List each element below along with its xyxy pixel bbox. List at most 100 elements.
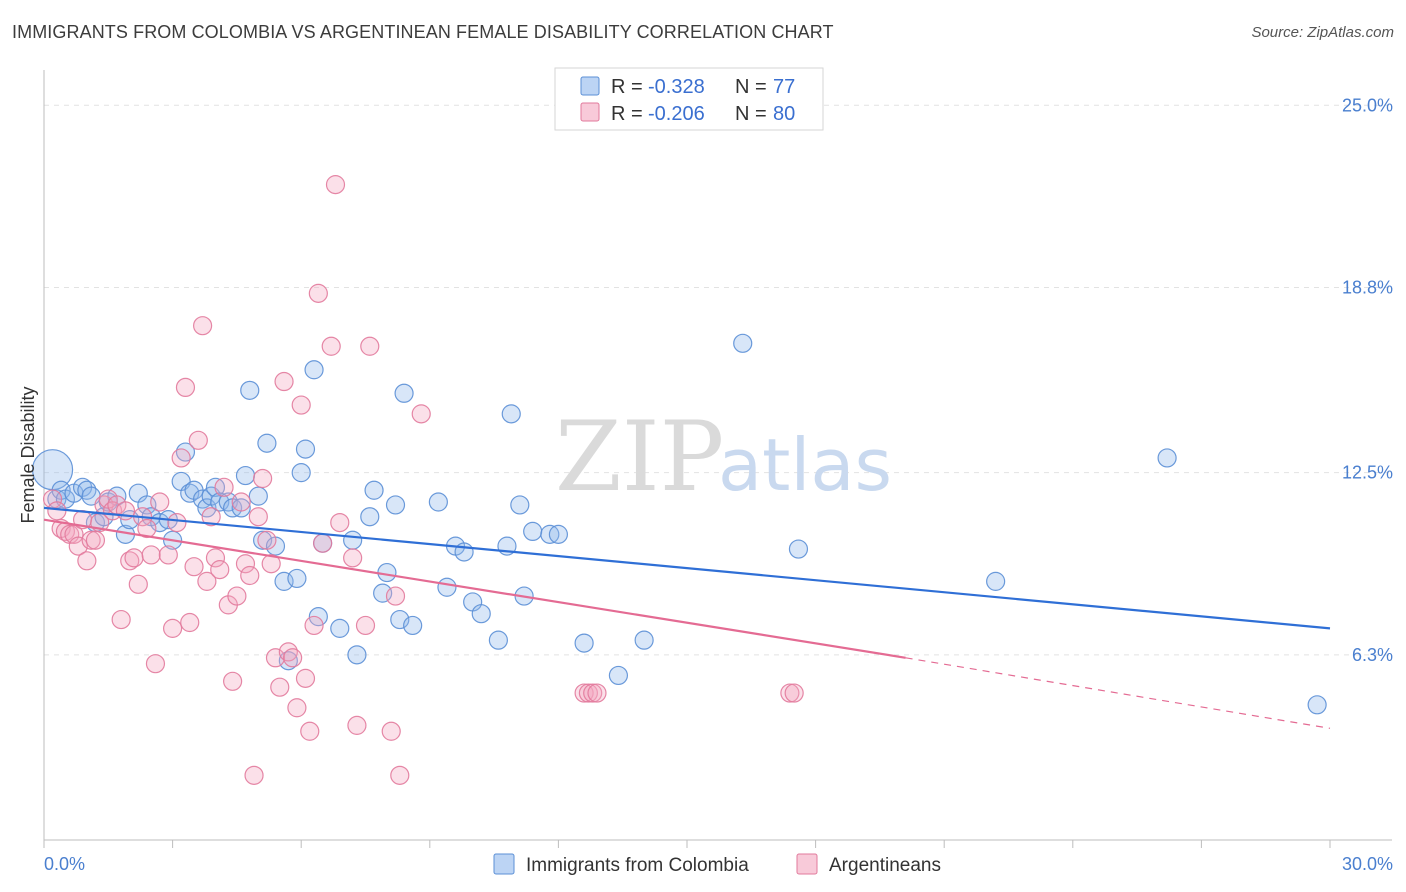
argentineans-point-60: [304, 615, 324, 636]
argentineans-point-35: [197, 571, 217, 591]
argentineans-point-24: [145, 654, 166, 674]
argentineans-point-67: [347, 715, 367, 735]
argentineans-point-20: [128, 574, 148, 594]
legend-swatch-colombia: [580, 76, 600, 96]
chart-title: IMMIGRANTS FROM COLOMBIA VS ARGENTINEAN …: [12, 22, 834, 42]
argentineans-point-79: [784, 683, 804, 703]
colombia-point-55: [394, 383, 414, 403]
argentineans-point-49: [257, 530, 277, 550]
argentineans-point-23: [141, 545, 161, 565]
argentineans-point-26: [158, 545, 178, 565]
colombia-point-53: [385, 495, 406, 515]
colombia-point-49: [360, 507, 380, 527]
legend-n-label-colombia: N =: [735, 76, 767, 98]
colombia-point-68: [523, 521, 543, 542]
argentineans-point-68: [355, 615, 376, 636]
argentineans-point-33: [188, 430, 208, 450]
colombia-point-48: [347, 645, 367, 665]
argentineans-point-72: [390, 765, 410, 785]
argentineans-point-64: [325, 175, 346, 195]
argentineans-point-63: [321, 336, 341, 356]
colombia-point-44: [308, 607, 328, 627]
colombia-point-62: [471, 604, 491, 624]
argentineans-point-70: [381, 721, 401, 741]
argentineans-point-36: [201, 507, 221, 527]
colombia-point-40: [287, 568, 307, 589]
argentineans-point-45: [240, 565, 260, 586]
data-points: [31, 175, 1327, 785]
y-tick-label-0: 6.3%: [1352, 645, 1393, 665]
argentineans-point-10: [85, 530, 106, 550]
argentineans-point-39: [214, 477, 234, 497]
colombia-point-65: [501, 404, 521, 424]
argentineans-point-41: [223, 671, 243, 691]
argentineans-point-71: [385, 586, 406, 606]
bottom-legend-swatch-colombia: [493, 853, 515, 875]
argentineans-point-44: [235, 554, 256, 574]
colombia-point-72: [608, 665, 629, 686]
argentineans-point-62: [313, 533, 333, 553]
argentineans-point-47: [248, 507, 268, 527]
argentineans-point-59: [300, 721, 320, 741]
colombia-point-33: [240, 380, 260, 400]
colombia-point-50: [364, 480, 384, 500]
legend-r-label-colombia: R =: [611, 76, 643, 98]
argentineans-trend-extension: [905, 657, 1331, 729]
colombia-point-31: [231, 498, 251, 518]
legend-box: [554, 67, 824, 131]
argentineans-point-57: [291, 395, 311, 415]
y-tick-label-2: 18.8%: [1342, 277, 1393, 297]
argentineans-point-55: [283, 648, 303, 668]
colombia-point-73: [634, 630, 654, 650]
argentineans-point-16: [111, 609, 131, 630]
bottom-legend-swatch-argentineans: [796, 853, 818, 875]
argentineans-point-43: [231, 492, 251, 512]
argentineans-point-48: [253, 468, 273, 489]
colombia-point-32: [235, 465, 256, 486]
colombia-point-70: [548, 524, 569, 544]
argentineans-point-19: [124, 548, 144, 568]
argentineans-point-28: [167, 512, 187, 533]
colombia-point-47: [343, 530, 363, 550]
trend-lines: [43, 506, 1331, 729]
colombia-point-57: [428, 492, 448, 512]
colombia-point-74: [733, 333, 753, 353]
watermark-atlas: atlas: [718, 423, 892, 507]
colombia-point-58: [437, 577, 457, 597]
colombia-point-76: [986, 571, 1006, 591]
argentineans-point-25: [150, 492, 170, 512]
argentineans-point-73: [411, 404, 431, 424]
colombia-point-63: [488, 630, 508, 650]
argentineans-point-29: [171, 448, 191, 468]
legend-n-value-colombia: 77: [773, 76, 795, 98]
argentineans-trend-line: [43, 518, 906, 659]
argentineans-point-38: [210, 560, 230, 580]
legend-n-value-argentineans: 80: [773, 103, 795, 125]
argentineans-point-77: [587, 683, 607, 703]
argentineans-point-9: [81, 530, 101, 550]
colombia-point-43: [304, 360, 324, 380]
watermark: ZIP atlas: [555, 401, 892, 513]
legend-r-value-colombia: -0.328: [648, 76, 705, 98]
colombia-point-71: [574, 633, 594, 653]
colombia-point-75: [788, 539, 809, 559]
argentineans-point-61: [308, 283, 328, 303]
argentineans-point-22: [137, 518, 157, 539]
x-tick-label-0: 0.0%: [44, 854, 85, 874]
colombia-point-34: [248, 486, 268, 506]
argentineans-point-76: [583, 683, 603, 703]
source-credit: Source: ZipAtlas.com: [1251, 24, 1394, 41]
argentineans-point-56: [287, 698, 307, 718]
colombia-point-42: [295, 439, 316, 459]
legend-swatch-argentineans: [580, 102, 600, 122]
legend-r-label-argentineans: R =: [611, 103, 643, 125]
y-axis-label: Female Disability: [18, 386, 38, 523]
axes: [43, 70, 1392, 848]
legend-bottom: Immigrants from Colombia Argentineans: [493, 853, 941, 876]
bottom-legend-label-argentineans: Argentineans: [829, 855, 941, 876]
argentineans-point-8: [77, 551, 97, 571]
argentineans-point-42: [227, 586, 247, 606]
legend-n-label-argentineans: N =: [735, 103, 767, 125]
argentineans-point-58: [295, 668, 316, 688]
y-tick-labels: 6.3% 12.5% 18.8% 25.0%: [1342, 95, 1393, 665]
